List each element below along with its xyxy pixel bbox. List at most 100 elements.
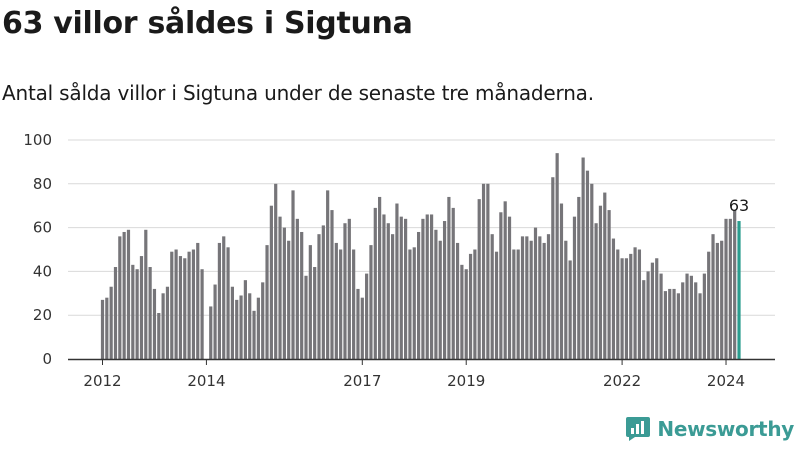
bar <box>529 240 533 359</box>
bar <box>542 242 546 359</box>
bar <box>196 242 200 359</box>
bar <box>105 297 109 359</box>
bar <box>551 177 555 359</box>
bar <box>261 282 265 359</box>
bar <box>442 221 447 359</box>
bar <box>620 258 624 359</box>
bar <box>559 203 564 359</box>
bar <box>321 225 325 359</box>
bar <box>217 242 222 359</box>
bar-latest <box>737 221 741 359</box>
bar <box>607 210 611 359</box>
bar <box>135 269 139 359</box>
bar <box>109 286 113 359</box>
bar <box>191 249 196 359</box>
bar <box>512 249 516 359</box>
bar <box>629 253 633 359</box>
bar <box>326 190 330 359</box>
bar <box>226 247 230 359</box>
bar <box>317 234 321 359</box>
bar <box>378 196 382 359</box>
bar <box>659 273 663 359</box>
bar <box>434 229 438 359</box>
bar <box>386 223 390 359</box>
bar <box>655 258 659 359</box>
bar <box>728 218 732 359</box>
x-tick-label: 2022 <box>603 372 641 390</box>
x-tick-label: 2012 <box>83 372 121 390</box>
bar <box>473 249 477 359</box>
bar <box>642 280 646 359</box>
bar <box>668 288 672 359</box>
bar <box>360 297 364 359</box>
bar <box>702 273 706 359</box>
bar <box>681 282 685 359</box>
bar <box>676 293 680 359</box>
bar <box>200 269 204 359</box>
bar <box>486 183 490 359</box>
bar <box>161 293 165 359</box>
bar <box>516 249 520 359</box>
bar <box>421 218 425 359</box>
bar <box>685 273 689 359</box>
bar <box>144 229 148 359</box>
bar <box>546 234 551 359</box>
bar <box>438 240 442 359</box>
bar-chart: 0 20 40 60 80 100 2012 2014 2017 2019 2022 2024 63 <box>23 131 775 390</box>
bar <box>178 256 183 359</box>
bar <box>139 256 144 359</box>
bar <box>447 196 451 359</box>
bar <box>300 231 304 359</box>
bar <box>468 253 473 359</box>
bar <box>585 170 590 359</box>
bar <box>274 183 278 359</box>
bar <box>598 205 603 359</box>
bar <box>594 223 598 359</box>
bar <box>663 291 667 359</box>
bar <box>382 214 386 359</box>
bar <box>269 205 273 359</box>
bar <box>347 218 351 359</box>
bar <box>572 216 577 359</box>
bar <box>356 288 360 359</box>
bar <box>689 275 693 359</box>
bar <box>624 258 629 359</box>
axes: 0 20 40 60 80 100 2012 2014 2017 2019 2022 2024 <box>23 131 775 390</box>
bar <box>295 218 299 359</box>
bar <box>334 242 338 359</box>
newsworthy-brand: Newsworthy <box>625 414 794 444</box>
bar <box>724 218 728 359</box>
page-subtitle: Antal sålda villor i Sigtuna under de se… <box>2 81 594 105</box>
bar <box>213 284 217 359</box>
bar <box>637 249 642 359</box>
bars <box>100 153 741 359</box>
bar <box>235 299 239 359</box>
bar <box>265 245 269 359</box>
bar <box>633 247 637 359</box>
bar <box>100 299 105 359</box>
bar <box>391 234 395 359</box>
bar <box>464 269 468 359</box>
bar <box>113 267 118 359</box>
bar <box>451 207 455 359</box>
bar <box>715 242 719 359</box>
bar <box>477 199 481 359</box>
bar <box>533 227 538 359</box>
bar <box>222 236 226 359</box>
bar <box>278 216 282 359</box>
bar <box>248 293 252 359</box>
bar <box>165 286 170 359</box>
bar <box>503 201 507 359</box>
bar <box>494 251 499 359</box>
bar <box>122 231 126 359</box>
bar <box>499 212 503 359</box>
bar <box>174 249 178 359</box>
bar <box>118 236 122 359</box>
data-labels: 63 <box>729 196 749 215</box>
bar <box>538 236 542 359</box>
y-tick-label: 60 <box>33 219 52 237</box>
bar <box>672 288 676 359</box>
bar <box>352 249 356 359</box>
bar <box>157 313 161 359</box>
bar <box>230 286 234 359</box>
